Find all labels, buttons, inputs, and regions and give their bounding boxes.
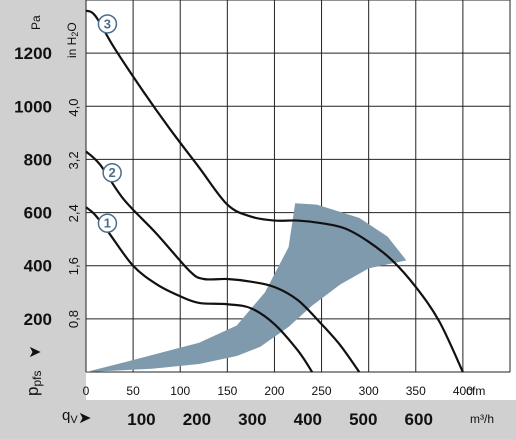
- pfs-subscript: pfs: [30, 371, 44, 387]
- series-marker-circle: [97, 14, 118, 34]
- x-tick-label-cfm: 0: [83, 384, 90, 398]
- unit-in-h2o: in H2O: [65, 22, 80, 58]
- series-marker-circle: [97, 213, 118, 233]
- x-tick-label-cfm: 200: [264, 384, 284, 398]
- y-tick-label-pa: 1200: [14, 44, 52, 63]
- series-markers: 1 2 3: [97, 14, 122, 233]
- left-axis-band: [0, 0, 86, 439]
- x-tick-label-cfm: 400: [453, 384, 473, 398]
- bottom-axis-band: [0, 400, 516, 439]
- series-curve-2: [85, 150, 361, 373]
- x-tick-label-cfm: 150: [217, 384, 237, 398]
- x-tick-label-cfm: 250: [312, 384, 332, 398]
- unit-cfm: cfm: [466, 384, 485, 398]
- operating-range-area: [86, 203, 407, 372]
- series-curve-3: [85, 9, 464, 373]
- y-tick-label-pa: 1000: [14, 97, 52, 116]
- x-tick-label-m3h: 600: [405, 410, 433, 429]
- series-marker-3: 3: [97, 14, 118, 34]
- y-tick-label-pa: 400: [24, 257, 52, 276]
- y-tick-label-pa: 200: [24, 310, 52, 329]
- series-marker-label: 2: [109, 165, 116, 180]
- x-tick-label-cfm: 100: [170, 384, 190, 398]
- pfs-arrow: ➤: [28, 344, 41, 361]
- y-tick-label-inh2o: 4,0: [66, 98, 81, 116]
- y-tick-label-pa: 800: [24, 150, 52, 169]
- y-tick-label-inh2o: 3,2: [66, 151, 81, 169]
- y-tick-label-pa: 600: [24, 204, 52, 223]
- grid: [85, 0, 511, 373]
- y-tick-label-inh2o: 1,6: [66, 257, 81, 275]
- y-tick-label-inh2o: 2,4: [66, 204, 81, 222]
- unit-m3h: m³/h: [470, 412, 494, 426]
- operating-range: [86, 203, 407, 372]
- x-tick-label-m3h: 200: [183, 410, 211, 429]
- series-marker-label: 1: [104, 216, 111, 231]
- series-marker-1: 1: [97, 213, 118, 233]
- x-tick-label-m3h: 400: [294, 410, 322, 429]
- unit-pa: Pa: [29, 15, 43, 30]
- x-tick-label-m3h: 500: [349, 410, 377, 429]
- series-marker-label: 3: [104, 16, 111, 31]
- x-tick-label-m3h: 300: [238, 410, 266, 429]
- qv-arrow: ➤: [78, 410, 91, 427]
- x-tick-label-cfm: 350: [406, 384, 426, 398]
- x-tick-label-m3h: 100: [127, 410, 155, 429]
- x-tick-label-cfm: 300: [359, 384, 379, 398]
- series-marker-2: 2: [102, 162, 122, 183]
- y-tick-label-inh2o: 0,8: [66, 310, 81, 328]
- x-tick-label-cfm: 50: [126, 384, 140, 398]
- series-marker-circle: [102, 162, 122, 183]
